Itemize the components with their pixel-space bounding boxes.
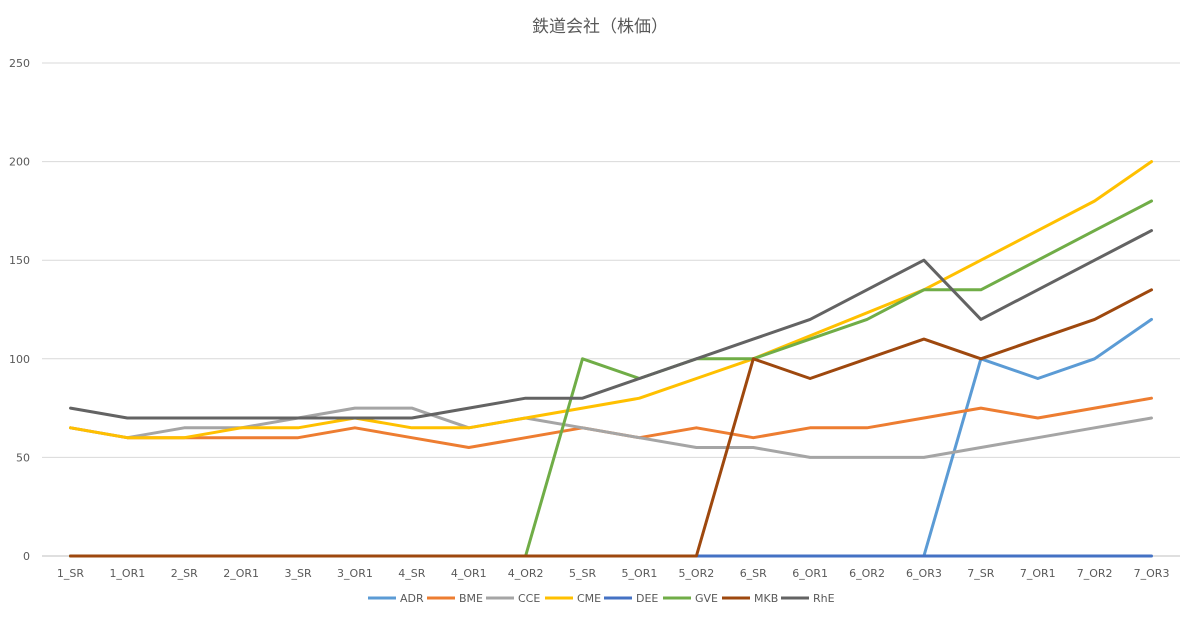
x-tick-label: 2_SR [171, 567, 198, 580]
series-line-bme [69, 396, 1153, 449]
x-tick-label: 4_SR [398, 567, 425, 580]
legend-label: MKB [754, 592, 778, 605]
legend-item-mkb: MKB [722, 592, 778, 605]
x-tick-label: 6_OR3 [906, 567, 942, 580]
series-line-mkb [69, 288, 1153, 558]
legend-item-dee: DEE [604, 592, 658, 605]
y-axis-ticks: 0 50 100 150 200 250 [9, 57, 30, 563]
legend-item-bme: BME [427, 592, 483, 605]
legend-label: CME [577, 592, 601, 605]
legend-item-cme: CME [545, 592, 601, 605]
x-tick-label: 7_SR [967, 567, 994, 580]
x-tick-label: 6_OR2 [849, 567, 885, 580]
x-tick-label: 1_SR [57, 567, 84, 580]
y-tick-label: 100 [9, 353, 30, 366]
y-tick-label: 50 [16, 451, 30, 464]
x-tick-label: 4_OR2 [508, 567, 544, 580]
x-tick-label: 4_OR1 [451, 567, 487, 580]
series-line-rhe [69, 229, 1153, 420]
legend-item-rhe: RhE [781, 592, 835, 605]
legend-item-cce: CCE [486, 592, 540, 605]
x-tick-label: 5_SR [569, 567, 596, 580]
y-tick-label: 250 [9, 57, 30, 70]
series-line-cce [69, 406, 1153, 459]
legend: ADR BME CCE CME DEE GVE MKB RhE [368, 592, 835, 605]
x-tick-label: 7_OR1 [1020, 567, 1056, 580]
y-tick-label: 150 [9, 254, 30, 267]
chart-title: 鉄道会社（株価） [532, 17, 668, 37]
legend-label: RhE [813, 592, 835, 605]
x-tick-label: 7_OR3 [1134, 567, 1170, 580]
legend-label: ADR [400, 592, 424, 605]
x-tick-label: 5_OR2 [678, 567, 714, 580]
x-tick-label: 3_OR1 [337, 567, 373, 580]
legend-label: GVE [695, 592, 718, 605]
x-axis-ticks: 1_SR 1_OR1 2_SR 2_OR1 3_SR 3_OR1 4_SR 4_OR1 4_OR… [57, 567, 1170, 580]
legend-label: CCE [518, 592, 540, 605]
x-tick-label: 7_OR2 [1077, 567, 1113, 580]
legend-label: DEE [636, 592, 658, 605]
gridlines [42, 62, 1180, 557]
x-tick-label: 3_SR [284, 567, 311, 580]
x-tick-label: 6_OR1 [792, 567, 828, 580]
legend-label: BME [459, 592, 483, 605]
x-tick-label: 2_OR1 [223, 567, 259, 580]
y-tick-label: 0 [23, 550, 30, 563]
x-tick-label: 1_OR1 [109, 567, 145, 580]
legend-item-adr: ADR [368, 592, 424, 605]
legend-item-gve: GVE [663, 592, 718, 605]
x-tick-label: 5_OR1 [622, 567, 658, 580]
series-line-cme [69, 160, 1153, 440]
x-tick-label: 6_SR [740, 567, 767, 580]
series-lines [69, 160, 1153, 558]
y-tick-label: 200 [9, 156, 30, 169]
